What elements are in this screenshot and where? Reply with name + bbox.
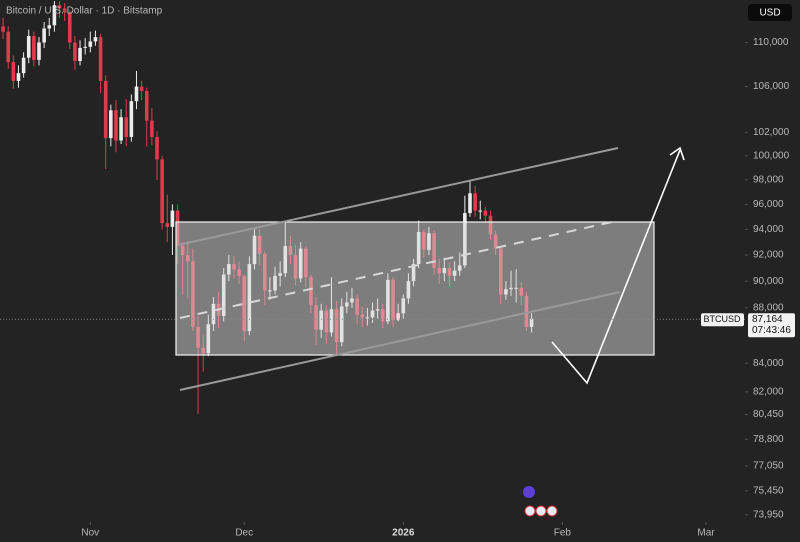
candle-body: [11, 62, 16, 81]
arrow-head: [669, 146, 685, 161]
y-tick-label: 92,000: [753, 250, 784, 261]
chart-title: Bitcoin / U.S. Dollar · 1D · Bitstamp: [6, 6, 163, 17]
y-tick-label: 84,000: [753, 358, 784, 369]
candle-body: [37, 42, 41, 60]
currency-button[interactable]: [748, 4, 792, 21]
flag-icon: [535, 505, 547, 517]
candle-body: [52, 5, 57, 26]
candle-body: [103, 80, 108, 139]
y-tick-label: 75,450: [753, 485, 784, 496]
candle-body: [468, 193, 472, 214]
candle-body: [134, 86, 139, 102]
y-tick-label: 106,000: [753, 81, 790, 92]
flag-icon: [524, 505, 536, 517]
channel-upper: [177, 147, 619, 246]
candle-body: [139, 86, 144, 92]
candle-body: [47, 25, 52, 29]
y-tick-label: 77,050: [753, 461, 784, 472]
last-price-label: 87,164: [752, 314, 783, 325]
candle-body: [42, 28, 46, 43]
countdown-label: 07:43:46: [752, 325, 791, 336]
candle-body: [21, 57, 26, 74]
candle-body: [93, 37, 98, 42]
symbol-tag: [701, 313, 744, 327]
y-tick-label: 88,000: [753, 303, 784, 314]
candle-body: [109, 110, 113, 139]
x-tick-label: Feb: [554, 528, 572, 539]
flag-icon: [546, 505, 558, 517]
candle-body: [26, 36, 31, 58]
y-tick-label: 100,000: [753, 150, 790, 161]
y-tick-label: 110,000: [753, 37, 789, 48]
candle-body: [144, 91, 149, 121]
candle-body: [170, 210, 175, 227]
candle-body: [483, 210, 488, 216]
x-tick-label: 2026: [392, 528, 415, 539]
candle-body: [83, 46, 87, 48]
x-tick-label: Nov: [81, 528, 99, 539]
channel-middle: [179, 221, 613, 319]
candle-body: [57, 5, 62, 9]
candle-body: [67, 12, 72, 43]
y-tick-label: 94,000: [753, 224, 784, 235]
y-tick-label: 80,450: [753, 409, 784, 420]
channel-lower: [179, 291, 621, 391]
y-tick-label: 90,000: [753, 276, 784, 287]
candle-body: [114, 110, 118, 141]
price-tag: [748, 313, 795, 338]
candle-body: [32, 36, 36, 60]
projection-arrow: [551, 149, 681, 385]
y-tick-label: 82,000: [753, 386, 784, 397]
y-tick-label: 73,950: [753, 509, 784, 520]
y-tick-label: 96,000: [753, 199, 784, 210]
candle-body: [73, 42, 77, 62]
candle-body: [165, 223, 170, 227]
candle-body: [119, 117, 123, 141]
candle-body: [16, 73, 21, 81]
range-box: [175, 221, 655, 356]
candle-body: [6, 31, 11, 63]
symbol-label: BTCUSD: [703, 314, 741, 324]
y-tick-label: 98,000: [753, 174, 784, 185]
x-tick-label: Dec: [235, 528, 253, 539]
event-icon: [523, 486, 535, 498]
candle-body: [88, 41, 93, 47]
x-tick-label: Mar: [697, 528, 715, 539]
candle-body: [150, 120, 154, 137]
candle-body: [62, 8, 67, 13]
candle-body: [98, 37, 103, 81]
candle-body: [78, 47, 82, 62]
candle-body: [124, 117, 129, 137]
y-tick-label: 102,000: [753, 127, 790, 138]
candle-body: [129, 101, 134, 137]
candle-body: [1, 26, 5, 32]
candle-body: [478, 210, 483, 212]
y-tick-label: 78,800: [753, 434, 784, 445]
currency-label[interactable]: USD: [759, 8, 780, 19]
candle-body: [155, 136, 159, 160]
candle-body: [160, 159, 164, 224]
candle-body: [473, 193, 477, 211]
